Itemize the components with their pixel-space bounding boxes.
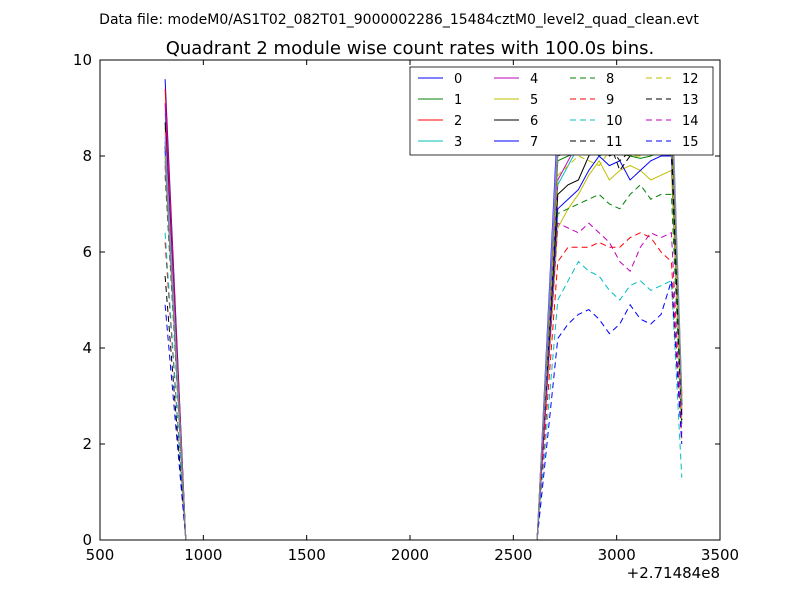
y-tick-label: 8 <box>82 147 92 165</box>
legend-label: 0 <box>454 72 462 87</box>
series-line-10 <box>164 232 683 541</box>
x-tick-label: 2000 <box>391 546 429 564</box>
series-line-15 <box>164 280 683 541</box>
legend-label: 6 <box>530 114 538 129</box>
x-tick-label: 2500 <box>494 546 532 564</box>
x-tick-label: 3000 <box>598 546 636 564</box>
legend-label: 15 <box>682 135 699 150</box>
series-line-3 <box>164 112 683 541</box>
legend-label: 8 <box>606 72 614 87</box>
legend-label: 11 <box>606 135 623 150</box>
y-tick-label: 0 <box>82 531 92 549</box>
legend-label: 4 <box>530 72 538 87</box>
x-offset-label: +2.71484e8 <box>627 564 720 582</box>
y-tick-label: 4 <box>82 339 92 357</box>
series-line-13 <box>164 135 683 541</box>
legend-label: 9 <box>606 93 614 108</box>
legend-label: 12 <box>682 72 699 87</box>
figure-suptitle: Data file: modeM0/AS1T02_082T01_90000022… <box>99 12 699 28</box>
legend-label: 2 <box>454 114 462 129</box>
x-tick-label: 1000 <box>184 546 222 564</box>
series-line-extra-19 <box>164 107 683 541</box>
legend-label: 13 <box>682 93 699 108</box>
series-line-1 <box>164 141 683 541</box>
series-line-14 <box>164 165 683 541</box>
series-line-6 <box>164 122 683 541</box>
series-line-9 <box>164 232 683 541</box>
x-axis: 500 1000 1500 2000 2500 3000 3500 <box>86 60 739 564</box>
legend-label: 10 <box>606 114 623 129</box>
legend-label: 7 <box>530 135 538 150</box>
y-tick-label: 10 <box>73 51 92 69</box>
legend-label: 14 <box>682 114 699 129</box>
y-tick-label: 6 <box>82 243 92 261</box>
legend-label: 3 <box>454 135 462 150</box>
series-line-4 <box>164 103 683 541</box>
legend-box <box>409 66 714 156</box>
series-line-5 <box>164 127 683 541</box>
series-line-7 <box>164 151 683 541</box>
legend-label: 5 <box>530 93 538 108</box>
series-line-8 <box>164 175 683 541</box>
x-tick-label: 3500 <box>701 546 739 564</box>
legend-label: 1 <box>454 93 462 108</box>
series-line-2 <box>164 88 683 541</box>
chart-title: Quadrant 2 module wise count rates with … <box>166 38 655 59</box>
series-line-12 <box>164 145 683 541</box>
series-line-11 <box>164 140 683 541</box>
y-tick-label: 2 <box>82 435 92 453</box>
x-tick-label: 1500 <box>288 546 326 564</box>
x-tick-label: 500 <box>86 546 115 564</box>
